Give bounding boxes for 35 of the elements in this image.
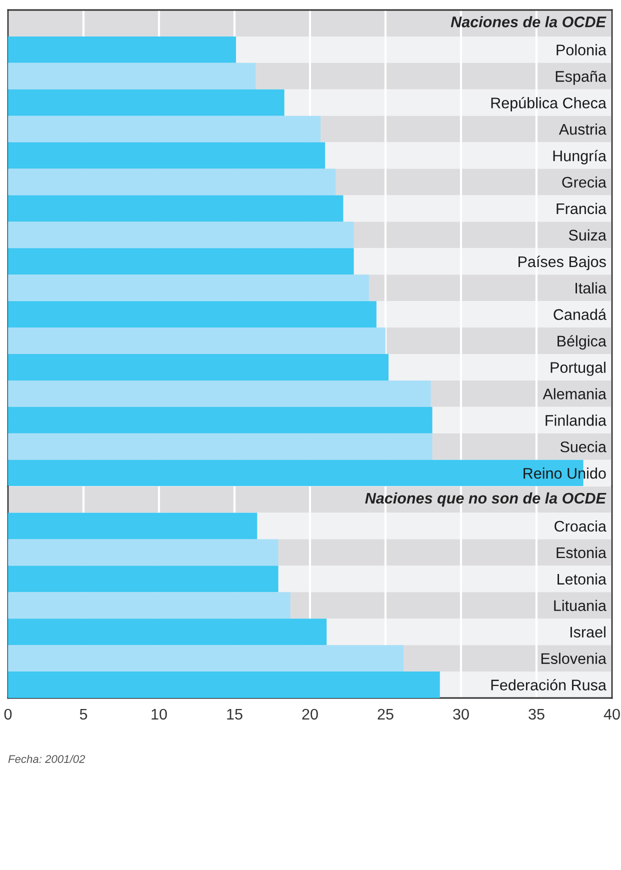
text: Fecha: 2001/02 [8,754,86,763]
chart-title: Naciones que no son de la OCDE [365,492,606,507]
y-tick-label: España [556,70,606,85]
x-tick-label: 15 [227,708,242,720]
y-tick-label: Grecia [562,176,606,188]
x-tick-label: 5 [80,708,88,720]
x-tick-label: 30 [453,708,469,720]
x-tick-label: 25 [378,708,394,720]
y-tick-label: Lituania [554,600,606,612]
x-tick-label: 40 [604,708,620,720]
y-tick-label: Federación Rusa [491,679,606,690]
x-tick-label: 35 [528,708,544,720]
y-tick-label: Finlandia [546,414,606,426]
y-tick-label: Eslovenia [541,652,606,664]
y-tick-label: Canadá [554,308,606,320]
y-tick-label: Suiza [568,229,606,241]
y-tick-label: Letonia [558,573,606,585]
x-tick-label: 20 [302,708,318,720]
y-tick-label: Países Bajos [518,256,606,270]
x-tick-label: 10 [152,708,167,720]
x-tick-label: 0 [4,708,12,720]
y-tick-label: Polonia [556,44,606,56]
y-tick-label: Austria [558,124,606,135]
y-tick-label: Croacia [554,520,606,532]
y-tick-label: Italia [576,282,606,294]
y-tick-label: Suecia [560,441,606,452]
y-tick-label: Hungría [553,150,606,164]
y-tick-label: Bélgica [558,335,606,350]
y-tick-label: Israel [570,626,606,638]
y-tick-label: Alemania [542,388,606,400]
y-tick-label: República Checa [491,96,606,112]
y-tick-label: Estonia [556,546,606,558]
y-tick-label: Portugal [550,362,606,376]
y-tick-label: Francia [556,202,606,214]
chart-title: Naciones de la OCDE [450,16,606,28]
